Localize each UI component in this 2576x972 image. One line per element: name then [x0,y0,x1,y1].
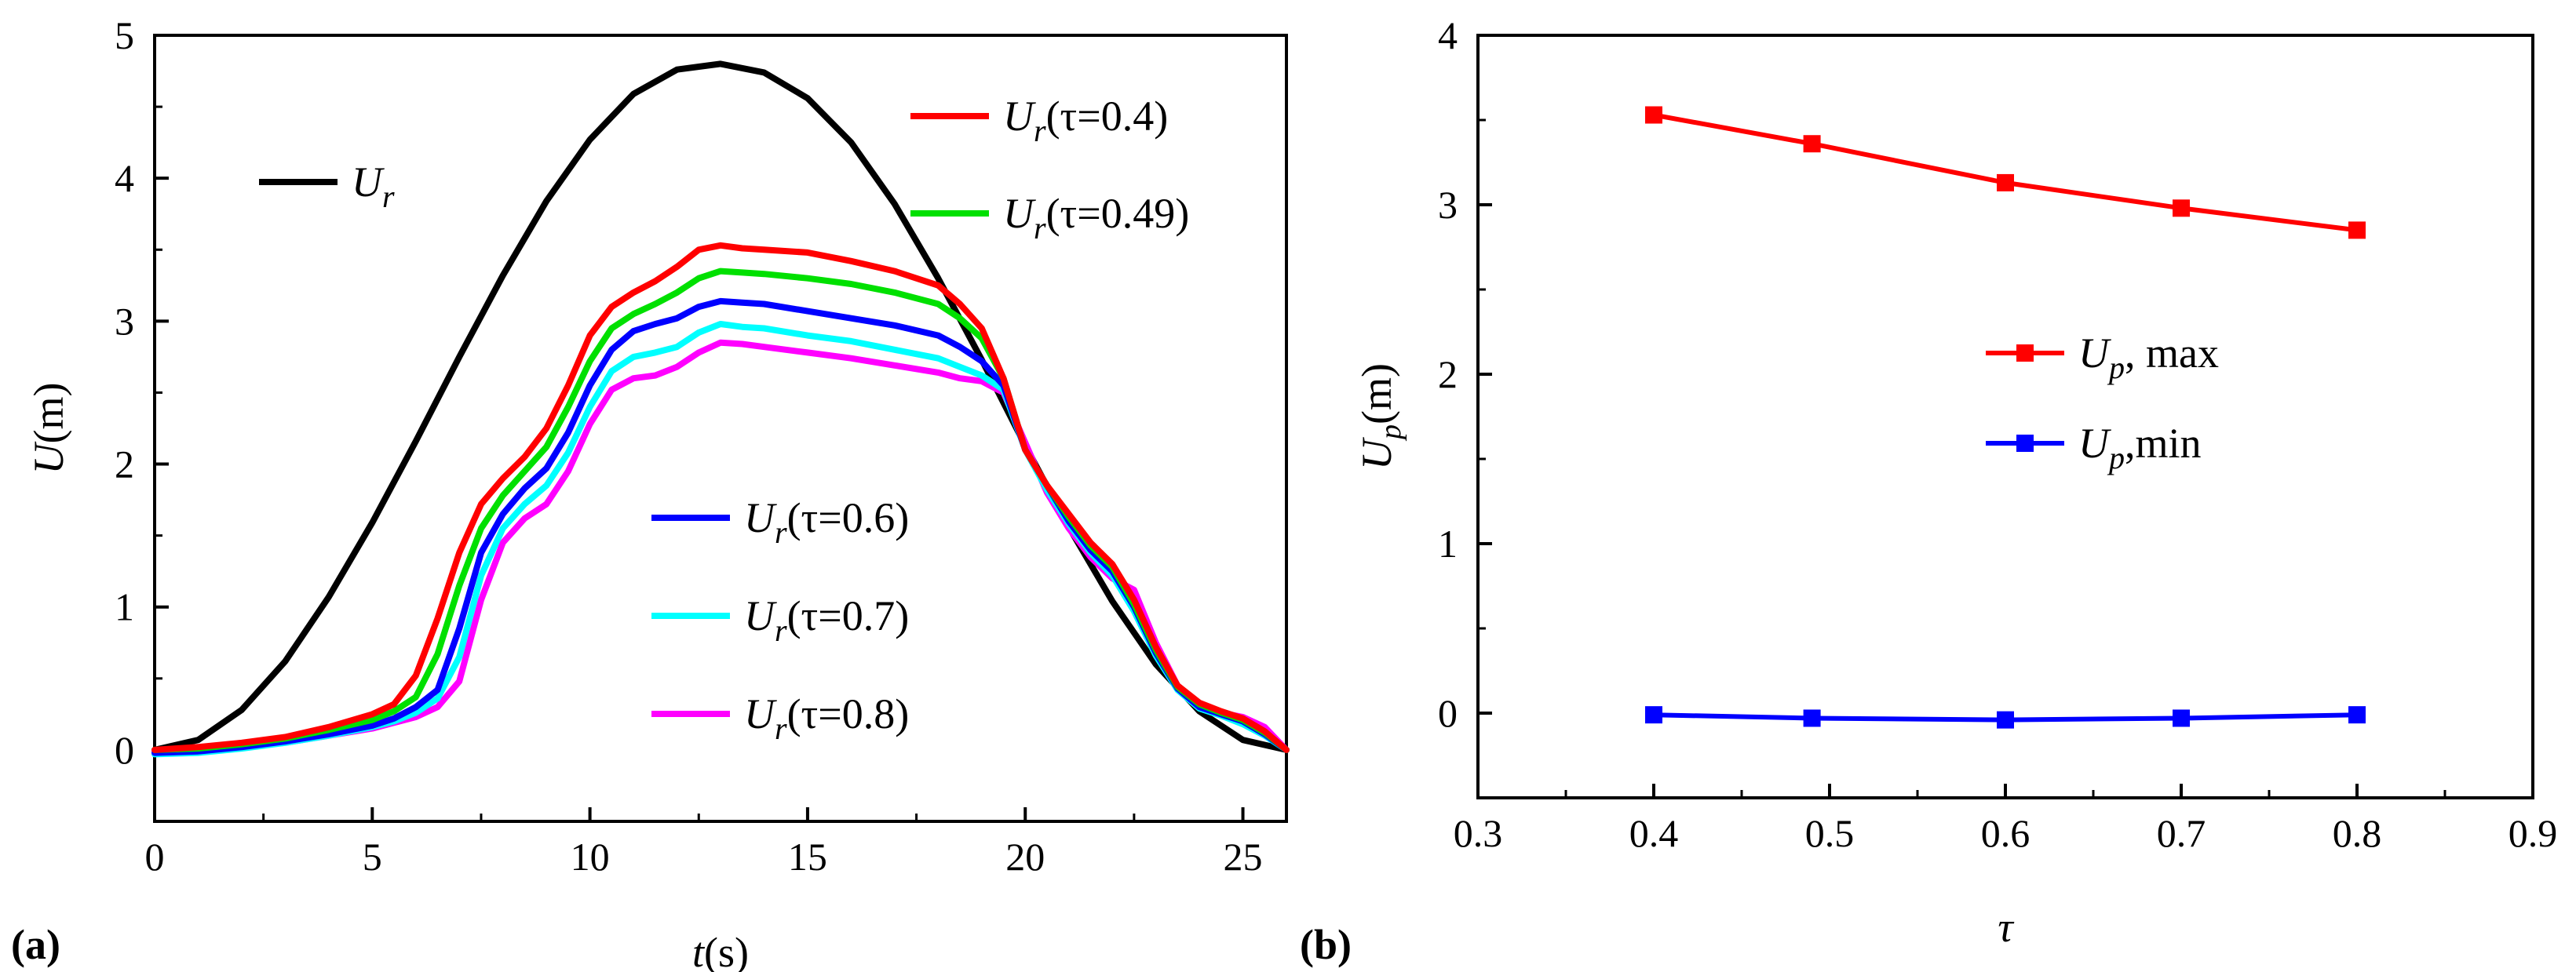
b-ytick-label: 0 [1438,691,1458,735]
data-marker [1645,106,1662,124]
data-marker [2348,706,2366,724]
series-line-U-p-max [1653,112,2358,233]
b-xtick-label: 0.3 [1454,811,1503,855]
b-ytick-label: 4 [1438,13,1458,57]
a-xtick-label: 25 [1224,835,1263,879]
series-line-U-r-0.6- [151,297,1290,756]
plot-frame-b [1476,34,2534,799]
a-legend-label: Ur(τ=0.6) [744,494,909,550]
data-marker [1803,135,1821,153]
b-xtick-label: 0.5 [1805,811,1855,855]
a-legend-label: Ur [352,158,395,214]
a-legend-label: Ur(τ=0.4) [1003,93,1168,148]
data-marker [1645,706,1662,724]
data-marker [1803,709,1821,727]
b-legend-label: Up,min [2078,420,2202,475]
a-xtick-label: 0 [145,835,165,879]
data-marker [2173,709,2190,727]
b-legend-label: Up, max [2078,329,2219,385]
a-legend-label: Ur(τ=0.49) [1003,190,1189,246]
data-marker [2173,199,2190,217]
b-series-lines [1645,106,2366,729]
data-marker [2348,221,2366,239]
b-xtick-label: 0.9 [2508,811,2558,855]
a-legend-label: Ur(τ=0.7) [744,592,909,648]
b-legend-marker [2016,435,2034,452]
panel-label-b: (b) [1300,921,1352,968]
a-legend: Ur Ur(τ=0.4) Ur(τ=0.49) Ur(τ=0.6) Ur(τ=0.7) U… [259,93,1189,746]
b-xtick-label: 0.8 [2333,811,2382,855]
panel-label-a: (a) [11,921,60,968]
a-ytick-label: 0 [115,728,134,772]
b-ytick-label: 3 [1438,183,1458,227]
a-ytick-label: 1 [115,585,134,629]
b-ylabel: Up(m) [1353,363,1407,470]
a-xtick-label: 15 [788,835,827,879]
a-ytick-label: 5 [115,13,134,57]
b-ytick-label: 2 [1438,352,1458,396]
b-xtick-label: 0.6 [1981,811,2031,855]
data-marker [1997,173,2014,191]
a-legend-label: Ur(τ=0.8) [744,690,909,746]
b-xlabel: τ [1998,904,2014,951]
b-legend: Up, max Up,min [1986,329,2219,475]
a-axis-ticks: 0 5 10 15 20 25 0 1 2 3 4 5 [115,13,1263,879]
panel-b: 0.3 0.4 0.5 0.6 0.7 0.8 0.9 0 1 2 3 4 Up, max Up,min… [1300,13,2557,968]
series-line-U-r-0.8- [151,339,1290,755]
b-xtick-label: 0.4 [1629,811,1679,855]
series-line-U-r-0.4- [151,242,1290,753]
a-xtick-label: 5 [363,835,382,879]
a-xlabel: t(s) [692,929,749,972]
b-ytick-label: 1 [1438,522,1458,566]
b-legend-marker [2016,344,2034,362]
series-line-U-r [151,60,1290,753]
plot-frame-a [153,34,1288,823]
a-ytick-label: 3 [115,299,134,343]
a-ylabel: U(m) [25,383,72,475]
a-xtick-label: 20 [1005,835,1045,879]
b-axis-ticks: 0.3 0.4 0.5 0.6 0.7 0.8 0.9 0 1 2 3 4 [1438,13,2557,855]
a-xtick-label: 10 [571,835,610,879]
data-marker [1997,711,2014,729]
a-series-lines [151,60,1290,758]
a-ytick-label: 4 [115,156,134,200]
series-line-U-r-0.7- [151,321,1290,758]
b-xtick-label: 0.7 [2157,811,2206,855]
a-ytick-label: 2 [115,442,134,486]
